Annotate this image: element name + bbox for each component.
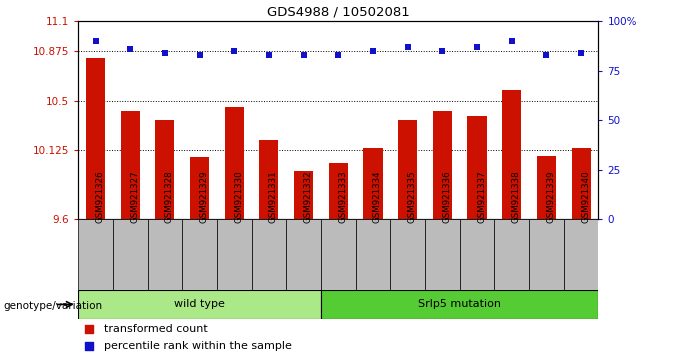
Bar: [460, 219, 494, 290]
Point: [402, 44, 413, 50]
Point: [471, 44, 482, 50]
Text: GSM921339: GSM921339: [546, 171, 556, 223]
Text: transformed count: transformed count: [104, 324, 208, 333]
Point: [575, 50, 586, 56]
Point: [263, 52, 274, 58]
Text: genotype/variation: genotype/variation: [3, 301, 103, 311]
Point: [367, 48, 378, 54]
Bar: [502, 90, 522, 219]
Bar: [120, 111, 140, 219]
Point: [506, 38, 517, 44]
Bar: [190, 158, 209, 219]
Text: GSM921333: GSM921333: [338, 170, 347, 223]
Text: GSM921336: GSM921336: [442, 170, 452, 223]
Text: GSM921340: GSM921340: [581, 170, 590, 223]
Text: percentile rank within the sample: percentile rank within the sample: [104, 341, 292, 351]
Bar: [78, 290, 321, 319]
Point: [194, 52, 205, 58]
Bar: [529, 219, 564, 290]
Bar: [252, 219, 286, 290]
Text: GSM921335: GSM921335: [407, 170, 417, 223]
Bar: [321, 290, 598, 319]
Bar: [78, 219, 113, 290]
Point: [333, 52, 343, 58]
Title: GDS4988 / 10502081: GDS4988 / 10502081: [267, 6, 409, 19]
Point: [90, 38, 101, 44]
Text: GSM921329: GSM921329: [200, 171, 209, 223]
Bar: [571, 148, 591, 219]
Point: [437, 48, 447, 54]
Bar: [294, 171, 313, 219]
Text: GSM921328: GSM921328: [165, 170, 174, 223]
Text: GSM921326: GSM921326: [95, 170, 105, 223]
Point: [124, 46, 135, 52]
Text: GSM921337: GSM921337: [477, 170, 486, 223]
Bar: [363, 148, 383, 219]
Point: [298, 52, 309, 58]
Bar: [148, 219, 182, 290]
Point: [159, 50, 170, 56]
Bar: [432, 111, 452, 219]
Bar: [286, 219, 321, 290]
Bar: [182, 219, 217, 290]
Bar: [155, 120, 175, 219]
Text: wild type: wild type: [174, 299, 225, 309]
Text: GSM921332: GSM921332: [303, 170, 313, 223]
Bar: [390, 219, 425, 290]
Bar: [537, 156, 556, 219]
Text: GSM921338: GSM921338: [511, 170, 521, 223]
Bar: [259, 140, 279, 219]
Bar: [86, 58, 105, 219]
Point: [428, 263, 439, 268]
Bar: [321, 219, 356, 290]
Bar: [224, 107, 244, 219]
Point: [541, 52, 551, 58]
Text: GSM921334: GSM921334: [373, 170, 382, 223]
Bar: [494, 219, 529, 290]
Bar: [467, 116, 487, 219]
Bar: [328, 162, 348, 219]
Point: [428, 102, 439, 107]
Bar: [113, 219, 148, 290]
Bar: [564, 219, 598, 290]
Text: GSM921330: GSM921330: [234, 170, 243, 223]
Bar: [425, 219, 460, 290]
Bar: [356, 219, 390, 290]
Text: GSM921327: GSM921327: [130, 170, 139, 223]
Bar: [398, 120, 418, 219]
Point: [228, 48, 239, 54]
Text: Srlp5 mutation: Srlp5 mutation: [418, 299, 501, 309]
Bar: [217, 219, 252, 290]
Text: GSM921331: GSM921331: [269, 170, 278, 223]
